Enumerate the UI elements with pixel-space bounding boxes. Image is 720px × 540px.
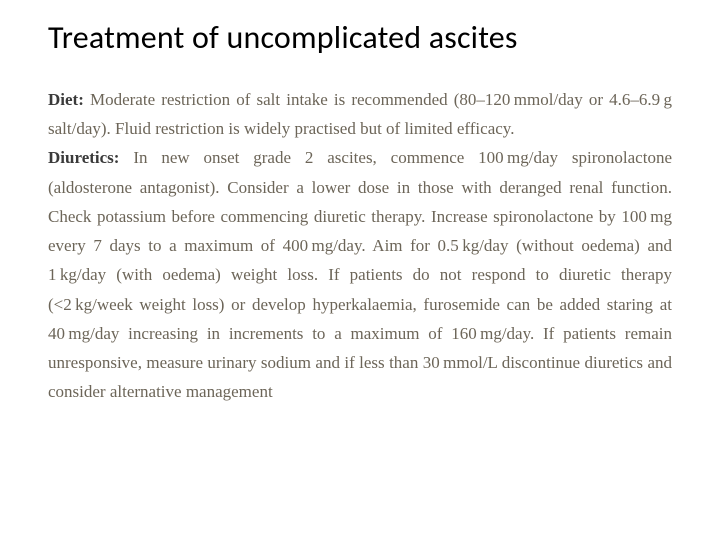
- diet-text: Moderate restriction of salt intake is r…: [48, 90, 672, 138]
- diuretics-text: In new onset grade 2 ascites, commence 1…: [48, 148, 672, 401]
- diuretics-label: Diuretics:: [48, 148, 119, 167]
- slide-title: Treatment of uncomplicated ascites: [48, 18, 672, 57]
- slide-container: Treatment of uncomplicated ascites Diet:…: [0, 0, 720, 540]
- diet-label: Diet:: [48, 90, 84, 109]
- body-text: Diet: Moderate restriction of salt intak…: [48, 85, 672, 407]
